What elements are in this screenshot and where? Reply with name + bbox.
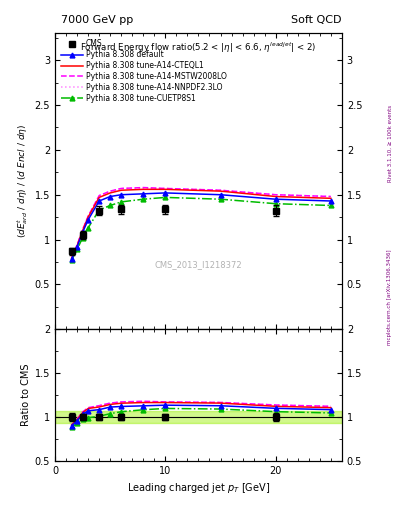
Text: mcplots.cern.ch [arXiv:1306.3436]: mcplots.cern.ch [arXiv:1306.3436] [387,249,392,345]
Text: 7000 GeV pp: 7000 GeV pp [61,14,133,25]
Legend: CMS, Pythia 8.308 default, Pythia 8.308 tune-A14-CTEQL1, Pythia 8.308 tune-A14-M: CMS, Pythia 8.308 default, Pythia 8.308 … [59,37,229,105]
Text: Soft QCD: Soft QCD [292,14,342,25]
Bar [55,411,342,423]
Text: CMS_2013_I1218372: CMS_2013_I1218372 [155,260,242,269]
X-axis label: Leading charged jet $p_T$ [GeV]: Leading charged jet $p_T$ [GeV] [127,481,270,495]
Text: Rivet 3.1.10, ≥ 100k events: Rivet 3.1.10, ≥ 100k events [387,105,392,182]
Y-axis label: Ratio to CMS: Ratio to CMS [20,364,31,426]
Text: Forward Energy flow ratio(5.2 < |$\eta$| < 6.6, $\eta^{leadjet}$| < 2): Forward Energy flow ratio(5.2 < |$\eta$|… [80,40,317,55]
Y-axis label: $(dE^t_{ard}\ /\ d\eta)\ /\ (d\ Encl\ /\ d\eta)$: $(dE^t_{ard}\ /\ d\eta)\ /\ (d\ Encl\ /\… [16,124,31,239]
